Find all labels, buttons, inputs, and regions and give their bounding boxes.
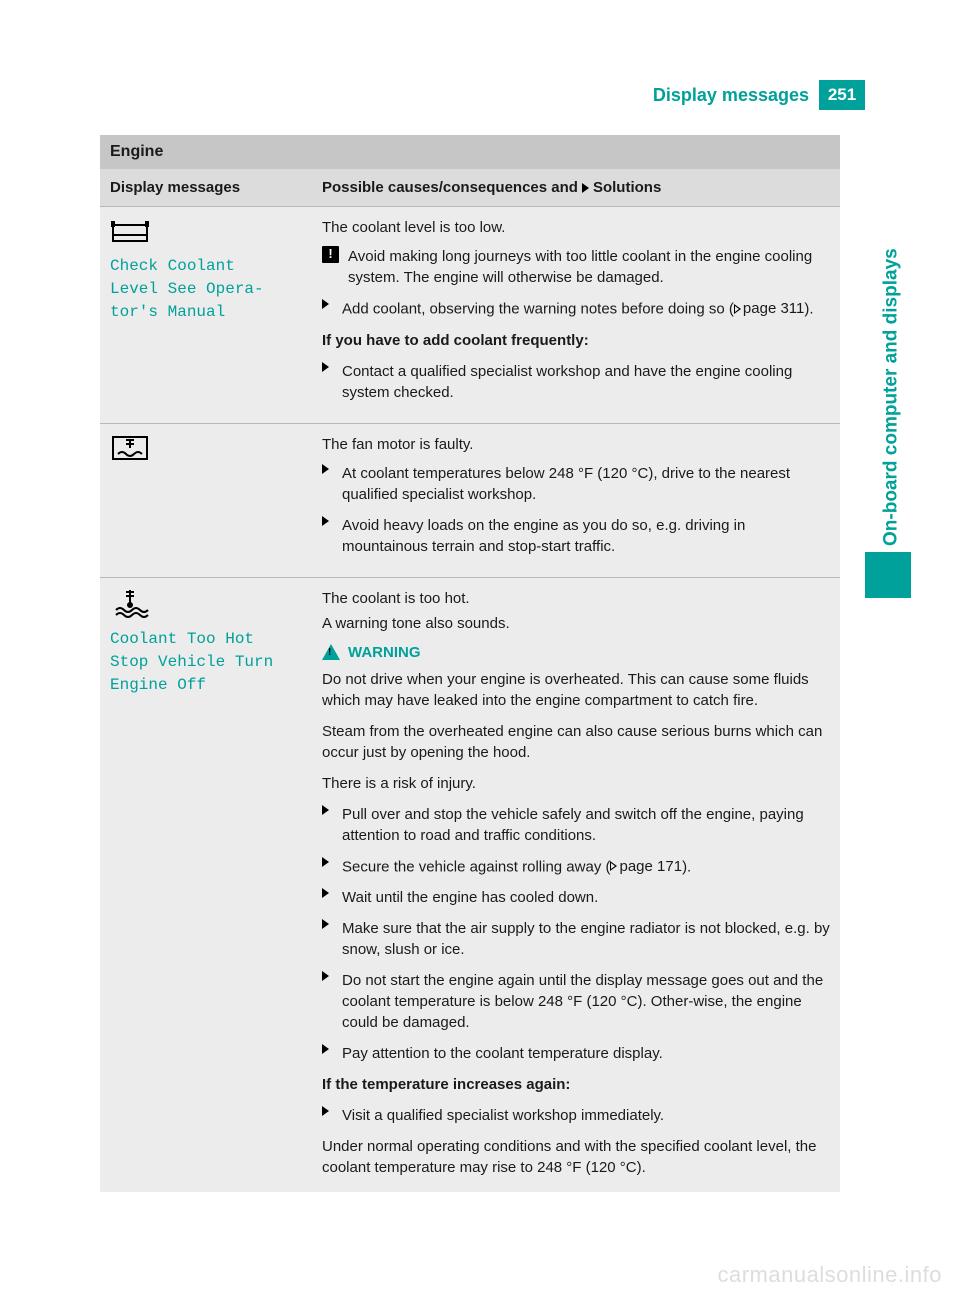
page-ref: page 311 xyxy=(734,298,804,319)
step: Make sure that the air supply to the eng… xyxy=(322,918,830,960)
watermark: carmanualsonline.info xyxy=(717,1262,942,1288)
step: Do not start the engine again until the … xyxy=(322,970,830,1033)
warning-triangle-icon xyxy=(322,644,340,660)
warning-para: Steam from the overheated engine can als… xyxy=(322,721,830,763)
step-bullet-icon xyxy=(322,857,329,867)
step: Pull over and stop the vehicle safely an… xyxy=(322,804,830,846)
col-header-left: Display messages xyxy=(100,169,318,206)
caution-icon: ! xyxy=(322,246,339,263)
lead-text: The coolant is too hot. xyxy=(322,588,830,609)
step: Contact a qualified specialist workshop … xyxy=(322,361,830,403)
table-row: The fan motor is faulty. At coolant temp… xyxy=(100,423,840,577)
content: Engine Display messages Possible causes/… xyxy=(100,135,840,1192)
table-header: Display messages Possible causes/consequ… xyxy=(100,169,840,206)
step: Avoid heavy loads on the engine as you d… xyxy=(322,515,830,557)
page-header: Display messages 251 xyxy=(653,80,865,110)
tail-text: Under normal operating conditions and wi… xyxy=(322,1136,830,1178)
solution-cell: The fan motor is faulty. At coolant temp… xyxy=(318,424,840,577)
step-text-post: ). xyxy=(804,301,813,318)
step-bullet-icon xyxy=(322,1106,329,1116)
step: Pay attention to the coolant temperature… xyxy=(322,1043,830,1064)
warning-label: WARNING xyxy=(348,644,421,661)
display-message-text: Check Coolant Level See Opera- tor's Man… xyxy=(110,255,308,325)
header-page-number: 251 xyxy=(819,80,865,110)
pageref-icon xyxy=(610,861,617,871)
step-text: Add coolant, observing the warning notes… xyxy=(342,301,734,318)
step-text: Pull over and stop the vehicle safely an… xyxy=(342,806,804,844)
step-bullet-icon xyxy=(322,919,329,929)
display-message-text: Coolant Too Hot Stop Vehicle Turn Engine… xyxy=(110,628,308,698)
col-header-right-pre: Possible causes/consequences and xyxy=(322,179,578,196)
lead-text: The fan motor is faulty. xyxy=(322,434,830,455)
step: Add coolant, observing the warning notes… xyxy=(322,298,830,320)
solution-cell: The coolant level is too low. ! Avoid ma… xyxy=(318,207,840,423)
step: Visit a qualified specialist workshop im… xyxy=(322,1105,830,1126)
step-bullet-icon xyxy=(322,971,329,981)
step: Secure the vehicle against rolling away … xyxy=(322,856,830,878)
display-message-cell xyxy=(100,424,318,577)
coolant-level-icon xyxy=(110,217,150,245)
col-header-right-post: Solutions xyxy=(593,179,661,196)
pageref-icon xyxy=(734,304,741,314)
step-bullet-icon xyxy=(322,805,329,815)
step-text: Make sure that the air supply to the eng… xyxy=(342,920,830,958)
step-text: Wait until the engine has cooled down. xyxy=(342,889,598,906)
page: Display messages 251 On-board computer a… xyxy=(0,0,960,1302)
display-message-cell: Coolant Too Hot Stop Vehicle Turn Engine… xyxy=(100,578,318,1193)
col-header-right: Possible causes/consequences and Solutio… xyxy=(318,169,840,206)
step-text: At coolant temperatures below 248 °F (12… xyxy=(342,465,790,503)
step-bullet-icon xyxy=(322,888,329,898)
step-bullet-icon xyxy=(322,362,329,372)
coolant-hot-icon xyxy=(110,588,150,618)
step-text: Pay attention to the coolant temperature… xyxy=(342,1045,663,1062)
side-tab: On-board computer and displays xyxy=(865,138,911,598)
solutions-arrow-icon xyxy=(582,183,589,193)
table-row: Coolant Too Hot Stop Vehicle Turn Engine… xyxy=(100,577,840,1193)
step-text: Do not start the engine again until the … xyxy=(342,972,823,1031)
coolant-fan-icon xyxy=(110,434,150,462)
bold-line: If the temperature increases again: xyxy=(322,1074,830,1095)
pageref-text: page 171 xyxy=(619,856,682,877)
step-bullet-icon xyxy=(322,299,329,309)
warning-para: Do not drive when your engine is overhea… xyxy=(322,669,830,711)
bold-line: If you have to add coolant frequently: xyxy=(322,330,830,351)
display-message-cell: Check Coolant Level See Opera- tor's Man… xyxy=(100,207,318,423)
side-tab-marker xyxy=(865,552,911,598)
table-row: Check Coolant Level See Opera- tor's Man… xyxy=(100,206,840,423)
caution-note: ! Avoid making long journeys with too li… xyxy=(322,246,830,288)
solution-cell: The coolant is too hot. A warning tone a… xyxy=(318,578,840,1193)
section-title: Engine xyxy=(100,135,840,169)
step-text: Secure the vehicle against rolling away … xyxy=(342,858,610,875)
header-title: Display messages xyxy=(653,80,819,110)
warning-header: WARNING xyxy=(322,644,830,661)
step-bullet-icon xyxy=(322,1044,329,1054)
step: Wait until the engine has cooled down. xyxy=(322,887,830,908)
step-text: Avoid heavy loads on the engine as you d… xyxy=(342,517,745,555)
pageref-text: page 311 xyxy=(743,298,804,319)
lead-text: The coolant level is too low. xyxy=(322,217,830,238)
step-bullet-icon xyxy=(322,516,329,526)
page-ref: page 171 xyxy=(610,856,682,877)
step: At coolant temperatures below 248 °F (12… xyxy=(322,463,830,505)
side-tab-label: On-board computer and displays xyxy=(881,248,903,546)
step-text-post: ). xyxy=(682,858,691,875)
step-text: Visit a qualified specialist workshop im… xyxy=(342,1107,664,1124)
caution-text: Avoid making long journeys with too litt… xyxy=(348,248,812,286)
step-bullet-icon xyxy=(322,464,329,474)
warning-para: There is a risk of injury. xyxy=(322,773,830,794)
lead-text-2: A warning tone also sounds. xyxy=(322,613,830,634)
step-text: Contact a qualified specialist workshop … xyxy=(342,363,792,401)
